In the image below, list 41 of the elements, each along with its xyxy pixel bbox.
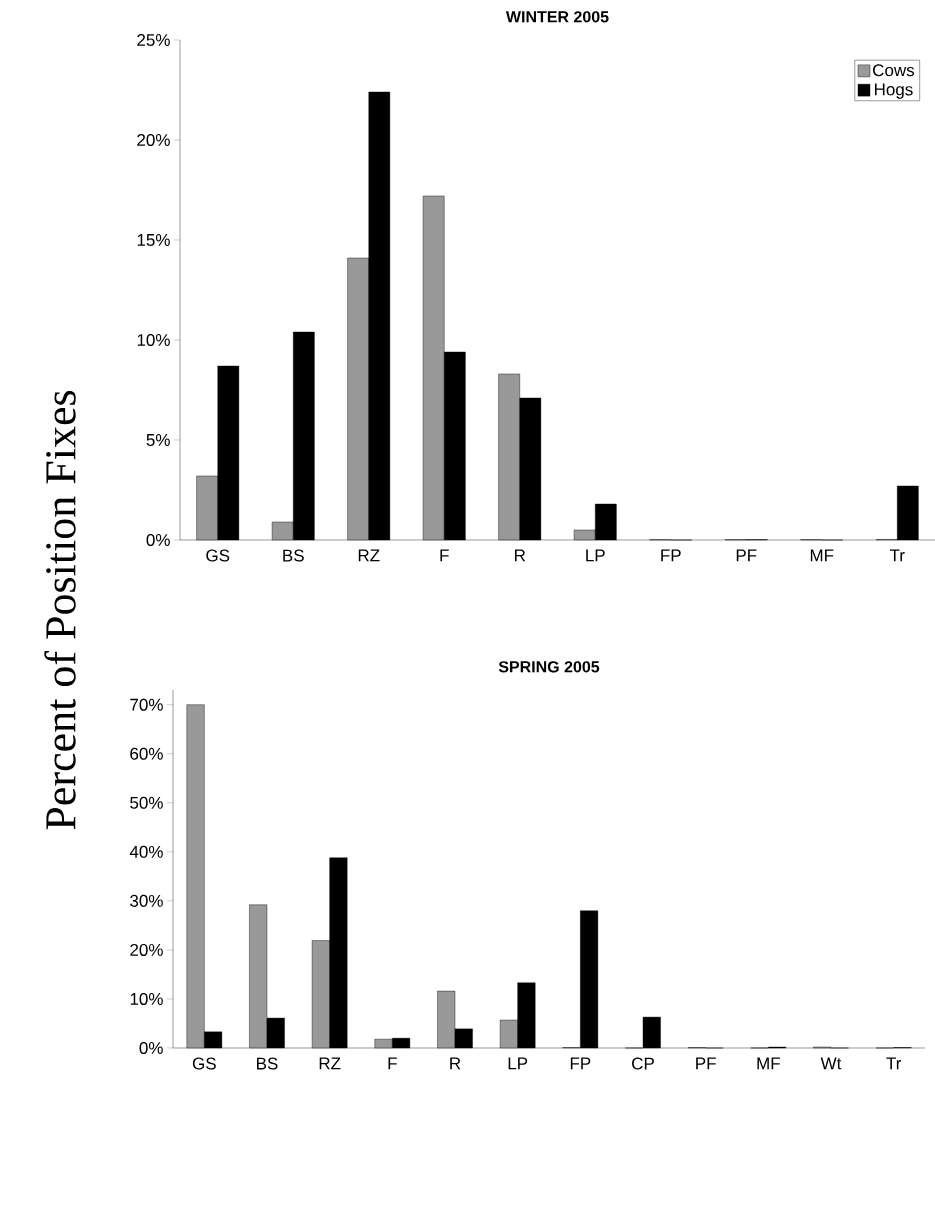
x-tick-label: LP — [508, 1057, 528, 1070]
y-axis-title: Percent of Position Fixes — [44, 390, 76, 830]
chart-title: SPRING 2005 — [498, 661, 600, 673]
x-tick-label: Wt — [820, 1057, 842, 1070]
y-tick-label: 5% — [146, 434, 170, 446]
x-tick-label: R — [450, 1057, 461, 1070]
y-tick-label: 20% — [130, 943, 163, 956]
x-tick-label: RZ — [319, 1057, 341, 1070]
y-tick-label: 15% — [137, 234, 170, 246]
x-tick-label: CP — [631, 1057, 654, 1070]
x-tick-label: MF — [810, 549, 834, 562]
y-tick-label: 0% — [146, 533, 170, 547]
x-tick-label: BS — [283, 549, 304, 562]
y-tick-label: 10% — [137, 333, 170, 347]
legend-label: Hogs — [874, 83, 913, 99]
y-tick-label: 10% — [130, 992, 163, 1005]
x-tick-label: RZ — [358, 549, 380, 562]
x-tick-label: MF — [757, 1057, 780, 1070]
x-tick-label: Tr — [886, 1057, 901, 1070]
y-tick-label: 40% — [129, 845, 163, 858]
x-tick-label: PF — [736, 549, 757, 562]
x-tick-label: LP — [586, 549, 605, 562]
x-tick-label: FP — [661, 549, 681, 562]
x-tick-label: R — [514, 549, 526, 562]
y-tick-label: 50% — [130, 796, 163, 809]
x-tick-label: F — [440, 549, 449, 562]
x-tick-label: F — [388, 1057, 397, 1070]
y-tick-label: 20% — [137, 133, 170, 147]
y-tick-label: 30% — [129, 894, 163, 907]
x-tick-label: GS — [206, 549, 230, 562]
x-tick-label: Tr — [889, 549, 905, 562]
y-tick-label: 70% — [130, 698, 163, 711]
x-tick-label: FP — [570, 1057, 591, 1070]
y-tick-label: 60% — [130, 747, 163, 760]
chart-title: WINTER 2005 — [505, 11, 609, 23]
y-tick-label: 25% — [137, 33, 170, 47]
x-tick-label: BS — [256, 1057, 278, 1070]
x-tick-label: PF — [696, 1057, 716, 1070]
x-tick-label: GS — [192, 1057, 216, 1070]
legend-label: Cows — [872, 64, 914, 77]
y-tick-label: 0% — [139, 1041, 163, 1055]
